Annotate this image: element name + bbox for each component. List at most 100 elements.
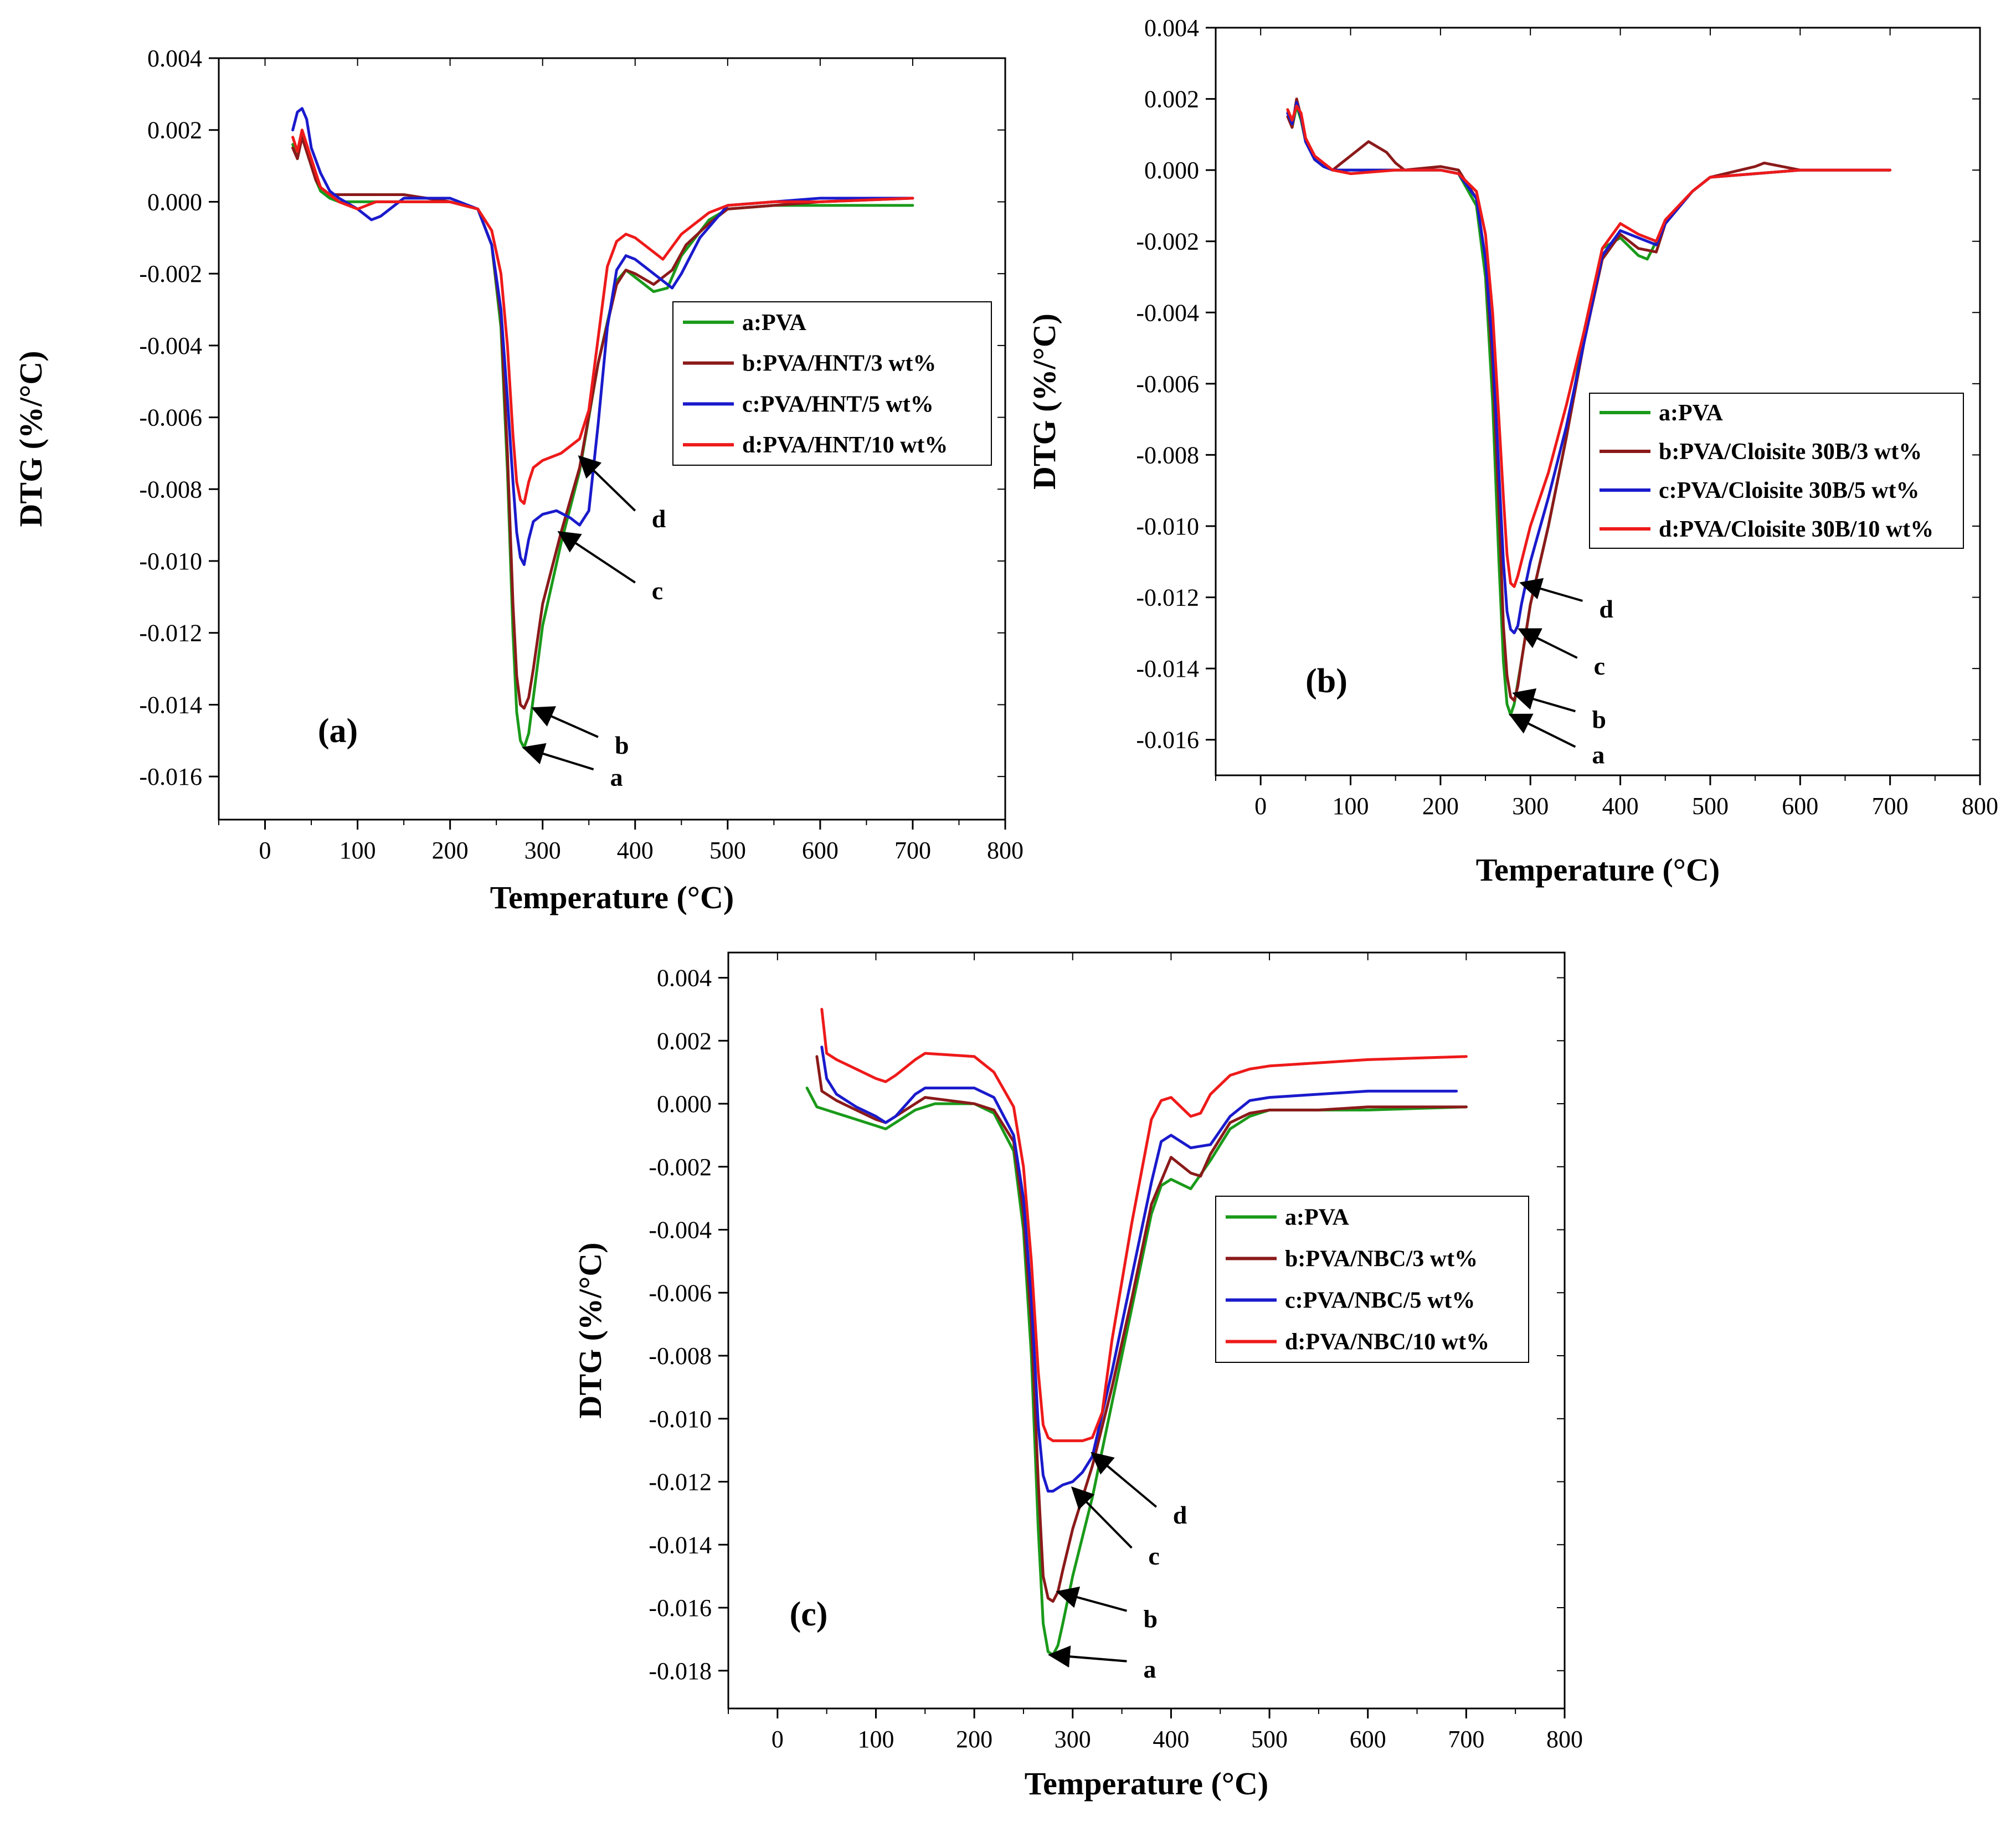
- y-tick-label: -0.016: [649, 1594, 712, 1622]
- y-tick-label: 0.000: [1144, 157, 1199, 184]
- annotation-arrow-d: [1091, 1452, 1158, 1508]
- series-line-c: [820, 1046, 1458, 1493]
- y-tick-label: -0.018: [649, 1658, 712, 1685]
- y-tick-label: -0.004: [649, 1217, 712, 1244]
- legend-entry-label: a:PVA: [742, 310, 807, 336]
- annotation-arrow-a: [1047, 1645, 1127, 1668]
- annotation-label-d: d: [652, 505, 666, 533]
- y-tick-label: 0.000: [147, 188, 202, 215]
- y-tick-label: 0.004: [657, 965, 712, 992]
- y-tick-label: -0.012: [139, 620, 202, 647]
- y-tick-label: -0.012: [649, 1469, 712, 1496]
- x-tick-label: 500: [1692, 792, 1729, 820]
- legend-entry-label: d:PVA/Cloisite 30B/10 wt%: [1659, 517, 1933, 542]
- legend-box: [1589, 393, 1964, 549]
- y-tick-label: -0.016: [1136, 727, 1199, 754]
- annotation-arrow-b: [1056, 1586, 1127, 1612]
- x-tick-label: 600: [1350, 1726, 1386, 1753]
- x-tick-label: 500: [709, 837, 746, 864]
- x-tick-label: 400: [1602, 792, 1639, 820]
- x-axis-title: Temperature (°C): [490, 879, 734, 915]
- legend-entry-label: a:PVA: [1285, 1205, 1350, 1231]
- legend-entry-label: a:PVA: [1659, 400, 1724, 426]
- annotation-arrow-a: [522, 743, 594, 771]
- x-tick-label: 600: [1782, 792, 1818, 820]
- y-tick-label: -0.010: [1136, 513, 1199, 540]
- y-axis-title: DTG (%/°C): [13, 351, 49, 527]
- x-tick-label: 200: [1422, 792, 1459, 820]
- y-axis-title: DTG (%/°C): [572, 1242, 608, 1418]
- annotation-arrow-d: [1519, 578, 1583, 602]
- legend-entry-label: b:PVA/HNT/3 wt%: [742, 351, 936, 377]
- y-tick-label: -0.006: [649, 1279, 712, 1306]
- annotation-label-c: c: [652, 577, 663, 605]
- x-tick-label: 200: [956, 1726, 992, 1753]
- panel-label: (a): [318, 712, 358, 750]
- x-tick-label: 300: [1512, 792, 1549, 820]
- annotation-arrow-c: [1071, 1486, 1133, 1549]
- y-tick-label: -0.014: [1136, 655, 1199, 682]
- chart-panel-c: 0 100 200 300 400 500 600 700 800 0.004 0.002 0.000…: [572, 951, 1583, 1802]
- y-tick-label: -0.004: [139, 332, 202, 359]
- x-tick-label: 800: [987, 837, 1024, 864]
- legend-entry-label: b:PVA/NBC/3 wt%: [1285, 1247, 1478, 1272]
- y-tick-label: -0.004: [1136, 299, 1199, 326]
- legend-entry-label: d:PVA/HNT/10 wt%: [742, 433, 948, 458]
- x-tick-label: 600: [802, 837, 839, 864]
- x-tick-label: 700: [1448, 1726, 1484, 1753]
- y-tick-label: 0.004: [147, 45, 202, 72]
- x-tick-label: 300: [1055, 1726, 1091, 1753]
- y-tick-label: -0.012: [1136, 584, 1199, 611]
- panel-label: (c): [790, 1595, 828, 1633]
- y-tick-label: 0.002: [657, 1027, 712, 1054]
- x-tick-label: 800: [1962, 792, 1998, 820]
- x-tick-label: 100: [857, 1726, 894, 1753]
- x-tick-label: 400: [1153, 1726, 1189, 1753]
- x-tick-label: 0: [1254, 792, 1267, 820]
- legend-entry-label: c:PVA/NBC/5 wt%: [1285, 1288, 1475, 1314]
- x-tick-label: 800: [1546, 1726, 1583, 1753]
- x-tick-label: 100: [340, 837, 376, 864]
- y-tick-label: 0.000: [657, 1090, 712, 1118]
- x-axis-title: Temperature (°C): [1476, 852, 1720, 888]
- annotation-arrow-a: [1508, 713, 1576, 748]
- y-tick-label: -0.002: [139, 260, 202, 287]
- y-tick-label: -0.010: [649, 1406, 712, 1433]
- annotation-label-c: c: [1148, 1542, 1159, 1570]
- annotation-label-d: d: [1173, 1501, 1187, 1529]
- x-tick-label: 300: [524, 837, 561, 864]
- x-tick-label: 100: [1333, 792, 1369, 820]
- y-tick-label: 0.002: [1144, 86, 1199, 113]
- annotation-arrow-b: [1512, 688, 1576, 713]
- series-line-d: [820, 1007, 1468, 1443]
- annotation-label-c: c: [1594, 652, 1605, 680]
- y-tick-label: -0.006: [1136, 370, 1199, 398]
- y-tick-label: 0.004: [1144, 14, 1199, 42]
- x-tick-label: 700: [1872, 792, 1909, 820]
- plot-frame: [218, 57, 1006, 821]
- y-tick-label: -0.014: [139, 691, 202, 718]
- legend-entry-label: c:PVA/HNT/5 wt%: [742, 392, 934, 417]
- annotation-label-a: a: [610, 763, 623, 791]
- annotation-label-b: b: [1592, 705, 1606, 733]
- y-tick-label: -0.014: [649, 1531, 712, 1558]
- y-tick-label: -0.002: [649, 1154, 712, 1181]
- x-tick-label: 200: [432, 837, 469, 864]
- annotation-label-b: b: [615, 731, 629, 759]
- annotation-arrow-b: [531, 706, 599, 738]
- annotation-arrow-c: [1518, 628, 1578, 659]
- x-tick-label: 700: [894, 837, 931, 864]
- chart-panel-a: 0 100 200 300 400 500 600 700 800 0.004 0.002 0.000…: [13, 45, 1024, 915]
- annotation-arrow-d: [578, 455, 636, 512]
- y-tick-label: -0.002: [1136, 228, 1199, 255]
- annotation-label-b: b: [1143, 1605, 1158, 1633]
- y-tick-label: 0.002: [147, 117, 202, 144]
- chart-panel-b: 0 100 200 300 400 500 600 700 800 0.004 0.002 0.000…: [1026, 14, 1998, 888]
- legend-entry-label: d:PVA/NBC/10 wt%: [1285, 1330, 1489, 1355]
- plot-frame: [1215, 27, 1981, 776]
- y-tick-label: -0.008: [139, 476, 202, 503]
- y-tick-label: -0.008: [649, 1342, 712, 1370]
- annotation-arrow-c: [557, 531, 636, 584]
